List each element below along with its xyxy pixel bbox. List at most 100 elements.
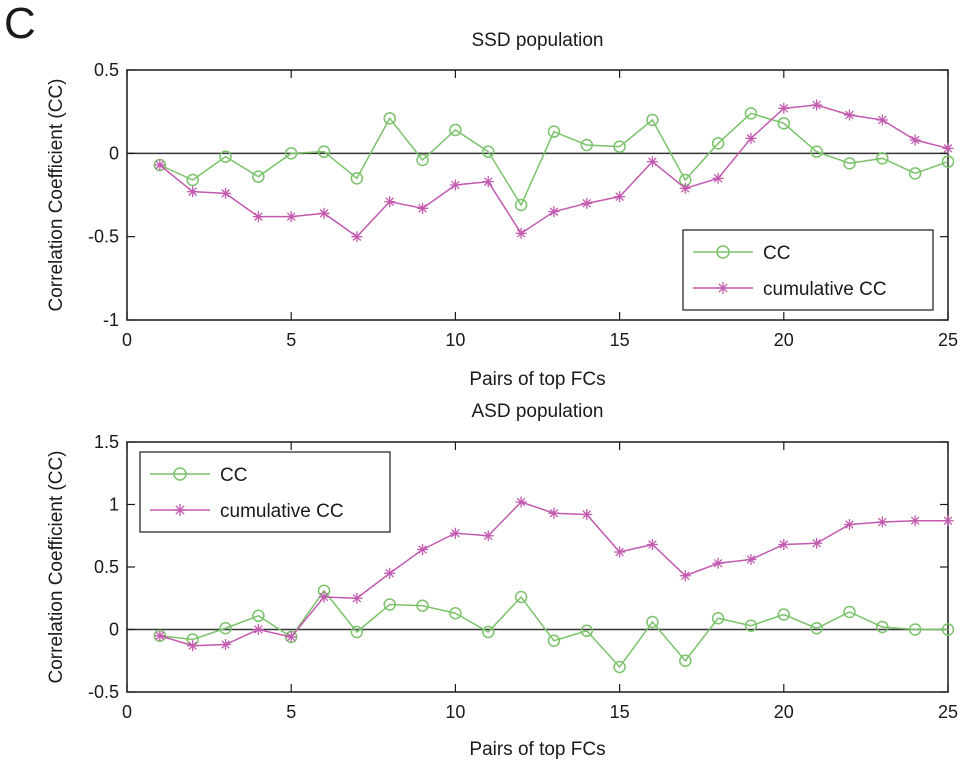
data-point-cumulative-cc <box>712 557 724 569</box>
data-point-cumulative-cc <box>614 191 626 203</box>
data-point-cumulative-cc <box>614 546 626 558</box>
data-point-cumulative-cc <box>581 197 593 209</box>
data-point-cc <box>744 619 758 632</box>
data-point-cc <box>449 607 462 620</box>
data-point-cumulative-cc <box>811 99 823 111</box>
data-point-cc <box>350 625 364 639</box>
x-tick-label: 10 <box>445 702 465 722</box>
data-point-cc <box>908 623 922 636</box>
data-point-cc <box>252 609 265 622</box>
data-point-cc <box>514 590 528 604</box>
data-point-cc <box>941 623 955 636</box>
legend-box <box>682 229 934 311</box>
data-point-cumulative-cc <box>843 519 855 530</box>
data-point-cumulative-cc <box>942 515 954 527</box>
y-tick-label: 1 <box>109 495 119 515</box>
data-point-cc <box>843 157 856 170</box>
data-point-cumulative-cc <box>515 227 527 239</box>
y-axis-label: Correlation Coefficient (CC) <box>46 78 67 311</box>
data-point-cumulative-cc <box>417 544 429 555</box>
x-tick-label: 0 <box>122 330 132 350</box>
data-point-cc <box>284 147 298 160</box>
data-point-cumulative-cc <box>646 156 658 168</box>
data-point-cumulative-cc <box>449 179 461 191</box>
data-point-cc <box>547 125 561 138</box>
data-point-cc <box>547 634 561 647</box>
data-point-cumulative-cc <box>876 114 888 126</box>
data-point-cumulative-cc <box>318 207 330 219</box>
data-point-cc <box>876 152 889 165</box>
data-point-cc <box>843 605 856 619</box>
legend: CC cumulative CC <box>682 229 934 311</box>
data-point-cc <box>613 140 626 153</box>
data-point-cumulative-cc <box>154 159 166 171</box>
y-tick-label: -0.5 <box>88 227 119 247</box>
x-tick-label: 15 <box>610 702 630 722</box>
data-point-cc <box>252 170 265 183</box>
data-point-cumulative-cc <box>548 507 560 519</box>
data-point-cumulative-cc <box>646 539 658 550</box>
data-point-cc <box>580 624 594 637</box>
data-point-cumulative-cc <box>417 202 429 214</box>
data-point-cc <box>908 167 922 180</box>
data-point-cc <box>777 608 791 621</box>
data-point-cumulative-cc <box>876 516 888 528</box>
data-point-cc <box>646 615 659 629</box>
legend-marker-asterisk <box>174 504 186 516</box>
data-point-cc <box>481 145 495 158</box>
data-point-cc <box>679 654 692 667</box>
data-point-cumulative-cc <box>384 196 396 208</box>
data-point-cumulative-cc <box>187 640 199 652</box>
data-point-cumulative-cc <box>285 631 297 643</box>
data-point-cumulative-cc <box>679 570 691 582</box>
data-point-cumulative-cc <box>252 211 264 223</box>
x-tick-label: 0 <box>122 702 132 722</box>
y-axis-label: Correlation Coefficient (CC) <box>46 450 67 683</box>
y-tick-label: 0 <box>109 143 119 163</box>
data-point-cumulative-cc <box>154 630 166 642</box>
x-tick-label: 25 <box>938 702 958 722</box>
x-axis-label: Pairs of top FCs <box>469 739 605 760</box>
data-point-cumulative-cc <box>220 639 232 650</box>
y-tick-label: -1 <box>103 310 119 330</box>
data-point-cumulative-cc <box>679 182 691 194</box>
legend-marker-asterisk <box>717 282 729 294</box>
data-point-cc <box>711 137 725 150</box>
legend: CC cumulative CC <box>139 451 391 533</box>
data-point-cumulative-cc <box>909 134 921 146</box>
data-point-cumulative-cc <box>745 132 757 144</box>
data-point-cumulative-cc <box>384 567 396 579</box>
legend-label: CC <box>763 243 790 264</box>
x-tick-label: 25 <box>938 330 958 350</box>
data-point-cc <box>580 138 594 152</box>
data-point-cc <box>449 123 462 137</box>
y-tick-label: 1.5 <box>94 432 119 452</box>
data-point-cc <box>219 622 232 635</box>
data-point-cc <box>317 145 331 158</box>
data-point-cumulative-cc <box>745 554 757 565</box>
data-point-cc <box>810 622 823 635</box>
data-point-cc <box>416 153 429 167</box>
data-point-cumulative-cc <box>778 102 790 114</box>
data-point-cc <box>810 145 823 158</box>
data-point-cc <box>383 112 396 125</box>
data-point-cumulative-cc <box>482 530 494 542</box>
data-point-cumulative-cc <box>187 186 199 198</box>
data-point-cumulative-cc <box>252 624 264 635</box>
data-point-cumulative-cc <box>285 211 297 223</box>
data-point-cumulative-cc <box>449 527 461 539</box>
axes-frame <box>126 69 949 321</box>
x-axis-label: Pairs of top FCs <box>469 369 605 390</box>
legend-label: cumulative CC <box>763 279 887 300</box>
legend-label: CC <box>220 465 247 486</box>
data-point-cc <box>744 107 758 120</box>
y-tick-label: 0.5 <box>94 557 119 577</box>
data-point-cc <box>481 625 495 639</box>
data-point-cumulative-cc <box>712 172 724 184</box>
y-tick-label: 0.5 <box>94 60 119 80</box>
legend-marker-circle <box>716 245 730 259</box>
data-point-cc <box>613 660 626 674</box>
data-point-cumulative-cc <box>515 496 527 508</box>
panel-letter: C <box>4 0 36 48</box>
data-point-cumulative-cc <box>843 109 855 121</box>
